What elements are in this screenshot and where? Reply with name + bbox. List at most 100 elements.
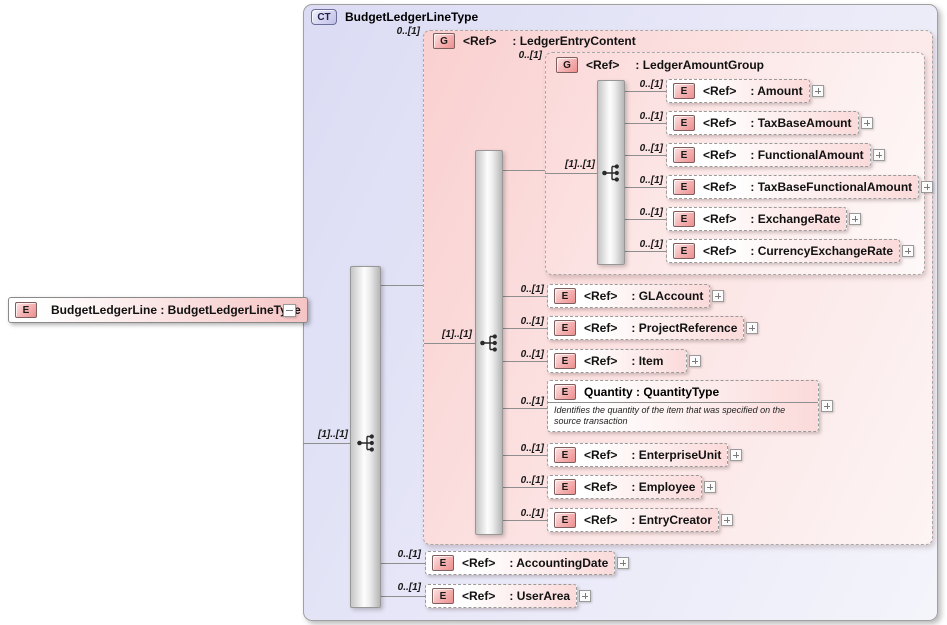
ref-label: <Ref> [703, 212, 737, 226]
connector-line [424, 343, 475, 344]
element-name: : Amount [750, 84, 803, 98]
connector-line [303, 443, 350, 444]
ref-label: <Ref> [584, 289, 618, 303]
element-name: : ExchangeRate [750, 212, 841, 226]
cardinality-label: 0..[1] [639, 79, 663, 90]
element-name: : CurrencyExchangeRate [750, 244, 894, 258]
ref-label: <Ref> [462, 589, 496, 603]
cardinality-label: 0..[1] [639, 175, 663, 186]
element-budgetledgerline[interactable]: E BudgetLedgerLine : BudgetLedgerLineTyp… [8, 297, 308, 323]
cardinality-label: 0..[1] [397, 549, 421, 560]
expand-icon[interactable] [704, 481, 717, 493]
connector-line [625, 219, 666, 220]
element-badge: E [673, 211, 695, 227]
ref-label: <Ref> [584, 513, 618, 527]
ref-label: <Ref> [584, 448, 618, 462]
element-exchangerate[interactable]: E <Ref> : ExchangeRate [666, 207, 862, 231]
element-projectreference[interactable]: E <Ref> : ProjectReference [547, 316, 759, 340]
ref-label: <Ref> [586, 58, 620, 72]
element-taxbaseamount[interactable]: E <Ref> : TaxBaseAmount [666, 111, 873, 135]
ref-label: <Ref> [462, 556, 496, 570]
expand-icon[interactable] [617, 557, 630, 569]
connector-line [625, 251, 666, 252]
expand-icon[interactable] [721, 514, 734, 526]
cardinality-label: 0..[1] [520, 475, 544, 486]
ref-label: <Ref> [703, 116, 737, 130]
element-employee[interactable]: E <Ref> : Employee [547, 475, 717, 499]
cardinality-label: 0..[1] [520, 349, 544, 360]
ref-label: <Ref> [703, 148, 737, 162]
cardinality-label: 0..[1] [518, 50, 542, 61]
cardinality-label: [1]..[1] [565, 159, 595, 170]
element-badge: E [554, 320, 576, 336]
ref-label: <Ref> [584, 321, 618, 335]
connector-line [503, 408, 547, 409]
cardinality-label: [1]..[1] [442, 329, 472, 340]
element-entrycreator[interactable]: E <Ref> : EntryCreator [547, 508, 734, 532]
collapse-icon[interactable] [283, 304, 296, 317]
element-functionalamount[interactable]: E <Ref> : FunctionalAmount [666, 143, 885, 167]
ref-label: <Ref> [584, 354, 618, 368]
element-badge: E [554, 447, 576, 463]
element-name: : FunctionalAmount [750, 148, 864, 162]
element-name: : UserArea [509, 589, 571, 603]
element-name: Quantity : QuantityType [584, 385, 720, 399]
element-annotation: Identifies the quantity of the item that… [554, 405, 786, 426]
element-name: : Item [631, 354, 664, 368]
connector-line [381, 285, 423, 286]
expand-icon[interactable] [730, 449, 743, 461]
connector-line [503, 487, 547, 488]
expand-icon[interactable] [579, 590, 592, 602]
expand-icon[interactable] [872, 149, 885, 161]
expand-icon[interactable] [902, 245, 915, 257]
cardinality-label: 0..[1] [520, 316, 544, 327]
group-name: : LedgerEntryContent [512, 34, 636, 48]
connector-line [503, 170, 545, 171]
expand-icon[interactable] [821, 400, 833, 412]
connector-line [503, 455, 547, 456]
element-badge: E [673, 179, 695, 195]
expand-icon[interactable] [689, 355, 701, 367]
element-badge: E [673, 243, 695, 259]
element-name: : TaxBaseAmount [750, 116, 852, 130]
connector-line [503, 296, 547, 297]
element-glaccount[interactable]: E <Ref> : GLAccount [547, 284, 725, 308]
group-badge: G [433, 33, 455, 49]
connector-line [381, 563, 425, 564]
element-badge: E [673, 83, 695, 99]
cardinality-label: 0..[1] [639, 111, 663, 122]
element-enterpriseunit[interactable]: E <Ref> : EnterpriseUnit [547, 443, 743, 467]
element-taxbasefunctionalamount[interactable]: E <Ref> : TaxBaseFunctionalAmount [666, 175, 934, 199]
element-name: : GLAccount [631, 289, 704, 303]
sequence-compositor-icon [602, 164, 619, 182]
element-accountingdate[interactable]: E <Ref> : AccountingDate [425, 551, 630, 575]
expand-icon[interactable] [712, 290, 725, 302]
cardinality-label: 0..[1] [397, 582, 421, 593]
element-amount[interactable]: E <Ref> : Amount [666, 79, 824, 103]
element-item[interactable]: E <Ref> : Item [547, 349, 701, 373]
cardinality-label: 0..[1] [520, 443, 544, 454]
element-badge: E [554, 353, 576, 369]
complex-type-header: CT BudgetLedgerLineType [311, 9, 478, 25]
sequence-bar[interactable] [350, 266, 381, 608]
connector-line [503, 520, 547, 521]
divider [548, 402, 818, 403]
element-badge: E [554, 384, 576, 400]
group-header-ledgeramountgroup: G <Ref> : LedgerAmountGroup [556, 57, 764, 73]
element-currencyexchangerate[interactable]: E <Ref> : CurrencyExchangeRate [666, 239, 915, 263]
element-userarea[interactable]: E <Ref> : UserArea [425, 584, 592, 608]
group-badge: G [556, 57, 578, 73]
expand-icon[interactable] [849, 213, 862, 225]
element-quantity[interactable]: E Quantity : QuantityType Identifies the… [547, 380, 833, 432]
complex-type-title: BudgetLedgerLineType [345, 10, 479, 24]
expand-icon[interactable] [811, 85, 824, 97]
element-badge: E [554, 512, 576, 528]
element-badge: E [554, 479, 576, 495]
cardinality-label: 0..[1] [520, 284, 544, 295]
connector-line [625, 91, 666, 92]
group-name: : LedgerAmountGroup [635, 58, 765, 72]
connector-line [625, 187, 666, 188]
expand-icon[interactable] [860, 117, 873, 129]
expand-icon[interactable] [746, 322, 759, 334]
expand-icon[interactable] [921, 181, 934, 193]
